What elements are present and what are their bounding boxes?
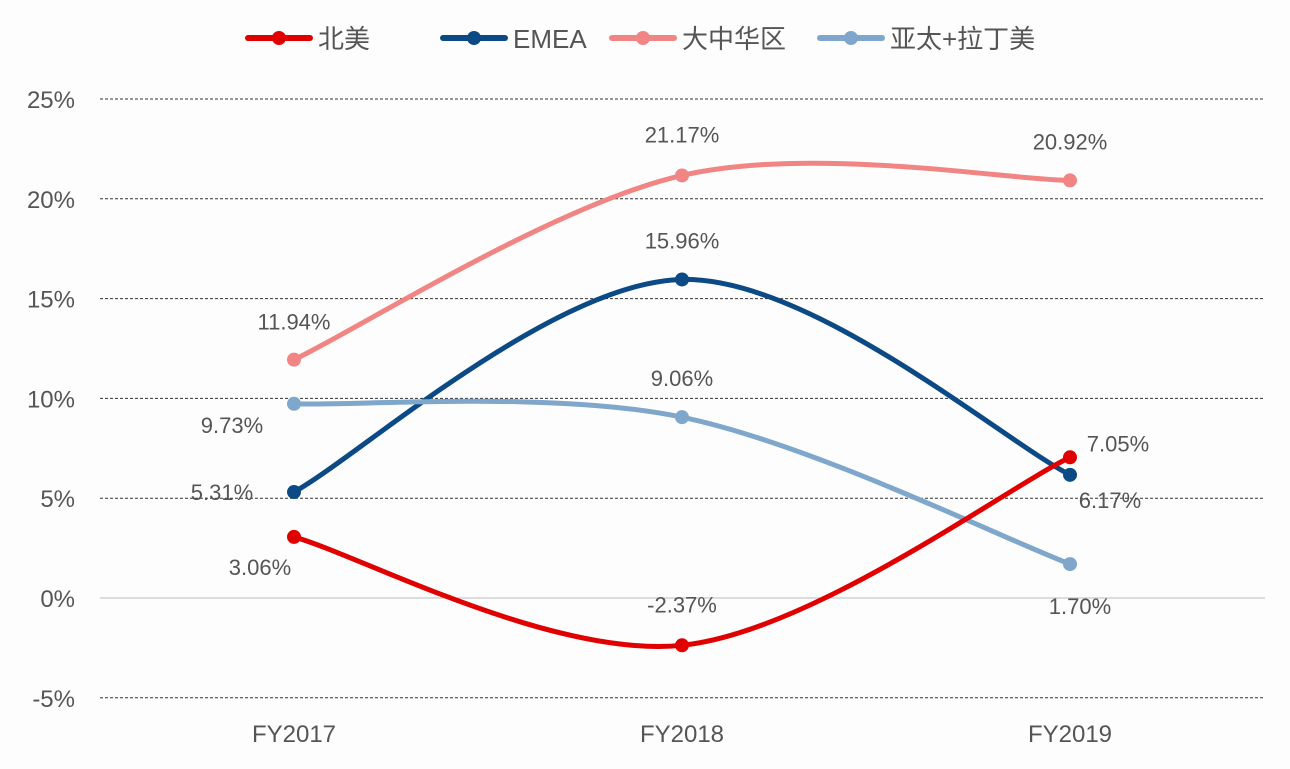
y-tick-label: 25% bbox=[27, 87, 75, 114]
legend-marker bbox=[636, 31, 650, 45]
legend-marker bbox=[467, 31, 481, 45]
data-label: 9.73% bbox=[201, 413, 263, 438]
legend-label: EMEA bbox=[513, 24, 587, 54]
data-label: -2.37% bbox=[647, 592, 717, 617]
y-tick-label: 15% bbox=[27, 287, 75, 314]
data-point bbox=[675, 638, 689, 653]
data-point bbox=[675, 168, 689, 183]
legend: 北美 EMEA 大中华区 亚太+拉丁美 bbox=[245, 24, 1035, 54]
data-label: 9.06% bbox=[651, 366, 713, 391]
data-point bbox=[287, 529, 301, 544]
data-label: 20.92% bbox=[1033, 129, 1108, 154]
legend-label: 北美 bbox=[318, 24, 370, 54]
series-line-2 bbox=[291, 160, 1073, 363]
x-tick-label: FY2017 bbox=[252, 721, 336, 748]
data-label: 6.17% bbox=[1079, 488, 1141, 513]
data-point bbox=[1063, 557, 1077, 572]
data-point bbox=[1063, 173, 1077, 188]
data-point bbox=[675, 272, 689, 287]
data-label: 15.96% bbox=[645, 228, 720, 253]
y-tick-label: 0% bbox=[40, 586, 75, 613]
data-point bbox=[1063, 467, 1077, 482]
series-lines bbox=[287, 160, 1077, 653]
data-label: 21.17% bbox=[645, 122, 720, 147]
legend-marker bbox=[272, 31, 286, 45]
data-point bbox=[287, 352, 301, 367]
legend-label: 大中华区 bbox=[682, 24, 786, 54]
data-label: 7.05% bbox=[1087, 431, 1149, 456]
x-tick-label: FY2019 bbox=[1028, 721, 1112, 748]
data-point bbox=[675, 410, 689, 425]
data-point bbox=[287, 396, 301, 411]
data-label: 1.70% bbox=[1049, 594, 1111, 619]
y-tick-label: 5% bbox=[40, 486, 75, 513]
legend-label: 亚太+拉丁美 bbox=[890, 24, 1035, 54]
x-tick-label: FY2018 bbox=[640, 721, 724, 748]
series-line-3 bbox=[291, 398, 1073, 567]
data-point bbox=[287, 485, 301, 500]
y-tick-label: -5% bbox=[32, 686, 75, 713]
data-label: 11.94% bbox=[258, 310, 331, 335]
series-line-0 bbox=[291, 454, 1073, 649]
data-label: 3.06% bbox=[229, 555, 291, 580]
x-axis-ticks: FY2017 FY2018 FY2019 bbox=[252, 721, 1112, 748]
y-tick-label: 20% bbox=[27, 187, 75, 214]
data-labels: 3.06% -2.37% 7.05% 5.31% 15.96% 6.17% 11.94% 21… bbox=[191, 122, 1149, 619]
data-label: 5.31% bbox=[191, 480, 253, 505]
y-tick-label: 10% bbox=[27, 386, 75, 413]
gridlines bbox=[100, 98, 1265, 699]
y-axis-ticks: -5% 0% 5% 10% 15% 20% 25% bbox=[27, 87, 75, 713]
data-point bbox=[1063, 450, 1077, 465]
legend-marker bbox=[844, 31, 858, 45]
